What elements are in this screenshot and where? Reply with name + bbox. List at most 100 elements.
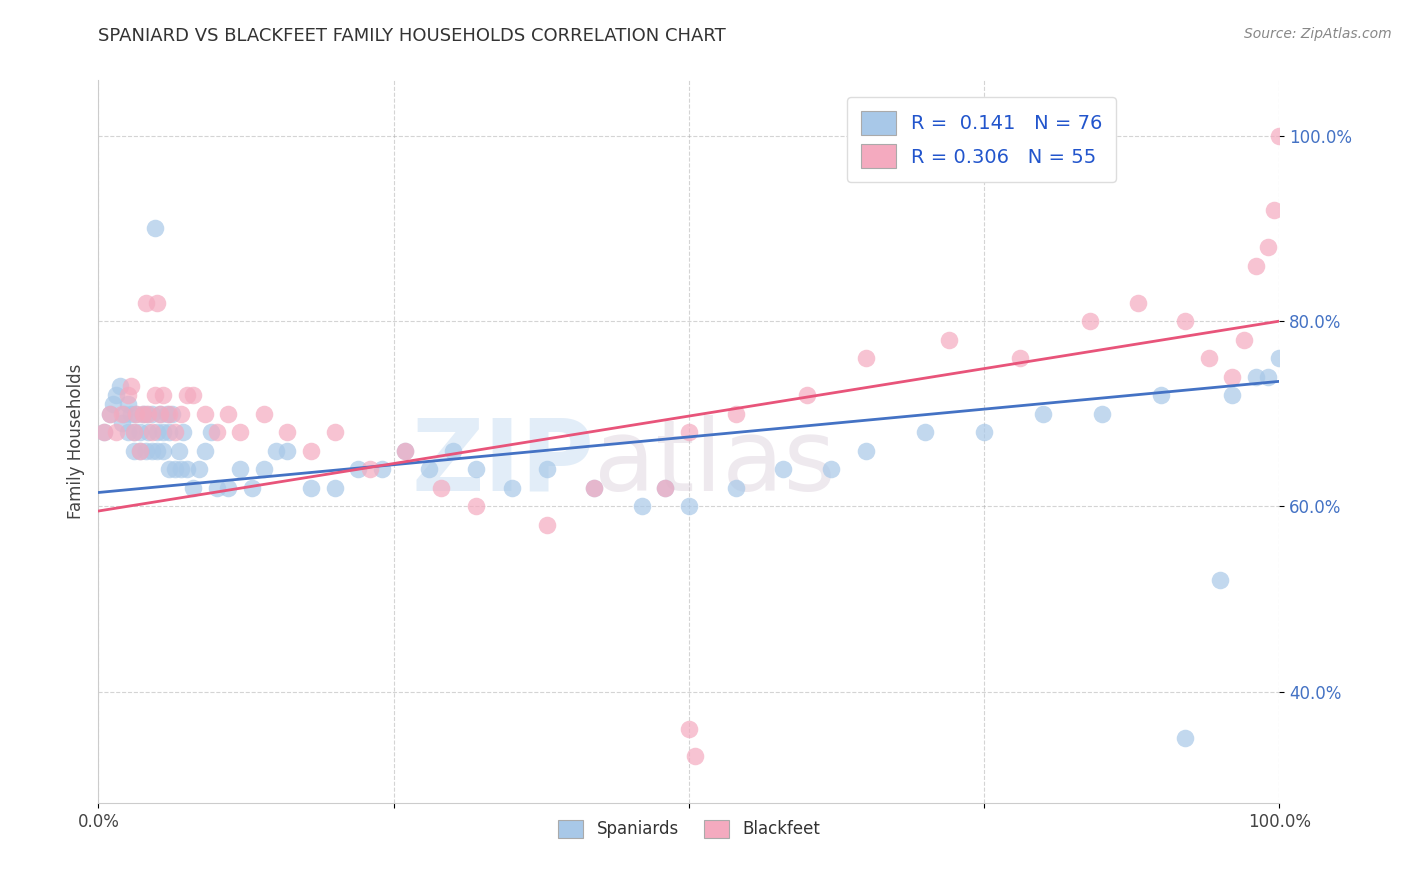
Point xyxy=(117,397,139,411)
Point xyxy=(1263,202,1285,217)
Point xyxy=(371,462,394,476)
Point xyxy=(240,481,263,495)
Point xyxy=(1220,369,1243,384)
Text: atlas: atlas xyxy=(595,415,837,512)
Point xyxy=(820,462,842,476)
Point xyxy=(1091,407,1114,421)
Point xyxy=(122,443,145,458)
Point xyxy=(93,425,115,440)
Point xyxy=(253,462,276,476)
Point xyxy=(172,425,194,440)
Point xyxy=(630,500,652,514)
Point xyxy=(157,462,180,476)
Point xyxy=(323,481,346,495)
Point xyxy=(146,443,169,458)
Point xyxy=(157,407,180,421)
Point xyxy=(157,425,180,440)
Point xyxy=(165,425,187,440)
Y-axis label: Family Households: Family Households xyxy=(66,364,84,519)
Point xyxy=(117,388,139,402)
Point xyxy=(725,481,748,495)
Point xyxy=(418,462,440,476)
Point xyxy=(855,351,877,366)
Point xyxy=(108,379,131,393)
Point xyxy=(98,407,121,421)
Point xyxy=(136,425,159,440)
Point xyxy=(465,462,488,476)
Point xyxy=(1209,574,1232,588)
Point xyxy=(122,425,145,440)
Point xyxy=(973,425,995,440)
Point xyxy=(101,397,124,411)
Point xyxy=(170,407,193,421)
Point xyxy=(146,425,169,440)
Point xyxy=(430,481,453,495)
Point xyxy=(194,407,217,421)
Point xyxy=(678,425,700,440)
Point xyxy=(796,388,818,402)
Point xyxy=(170,462,193,476)
Point xyxy=(299,481,322,495)
Point xyxy=(359,462,381,476)
Point xyxy=(229,462,252,476)
Point xyxy=(501,481,523,495)
Point xyxy=(394,443,416,458)
Point xyxy=(152,425,174,440)
Point xyxy=(205,481,228,495)
Point xyxy=(165,462,187,476)
Point xyxy=(105,425,128,440)
Point xyxy=(122,425,145,440)
Point xyxy=(654,481,676,495)
Text: ZIP: ZIP xyxy=(412,415,595,512)
Point xyxy=(1244,259,1267,273)
Point xyxy=(347,462,370,476)
Point xyxy=(181,388,204,402)
Point xyxy=(143,388,166,402)
Point xyxy=(1268,351,1291,366)
Point xyxy=(125,407,148,421)
Point xyxy=(1008,351,1031,366)
Point xyxy=(167,443,190,458)
Point xyxy=(441,443,464,458)
Point xyxy=(855,443,877,458)
Point xyxy=(229,425,252,440)
Point xyxy=(121,379,143,393)
Point xyxy=(98,407,121,421)
Point xyxy=(914,425,936,440)
Point xyxy=(264,443,287,458)
Point xyxy=(141,443,163,458)
Point xyxy=(205,425,228,440)
Point xyxy=(135,295,157,310)
Legend: Spaniards, Blackfeet: Spaniards, Blackfeet xyxy=(551,813,827,845)
Text: Source: ZipAtlas.com: Source: ZipAtlas.com xyxy=(1244,27,1392,41)
Point xyxy=(1198,351,1220,366)
Point xyxy=(141,407,163,421)
Point xyxy=(1150,388,1173,402)
Point xyxy=(1257,240,1279,254)
Point xyxy=(128,425,150,440)
Point xyxy=(93,425,115,440)
Point xyxy=(678,500,700,514)
Point xyxy=(1032,407,1054,421)
Point xyxy=(1126,295,1149,310)
Point xyxy=(1174,314,1197,328)
Point xyxy=(217,407,239,421)
Point xyxy=(181,481,204,495)
Point xyxy=(253,407,276,421)
Point xyxy=(176,388,198,402)
Point xyxy=(128,443,150,458)
Point xyxy=(187,462,209,476)
Point xyxy=(1174,731,1197,745)
Point xyxy=(1080,314,1102,328)
Point xyxy=(583,481,606,495)
Point xyxy=(121,407,143,421)
Point xyxy=(465,500,488,514)
Point xyxy=(323,425,346,440)
Point xyxy=(135,443,157,458)
Point xyxy=(1257,369,1279,384)
Point xyxy=(105,388,128,402)
Point xyxy=(299,443,322,458)
Point xyxy=(136,407,159,421)
Point xyxy=(1233,333,1256,347)
Point xyxy=(678,722,700,736)
